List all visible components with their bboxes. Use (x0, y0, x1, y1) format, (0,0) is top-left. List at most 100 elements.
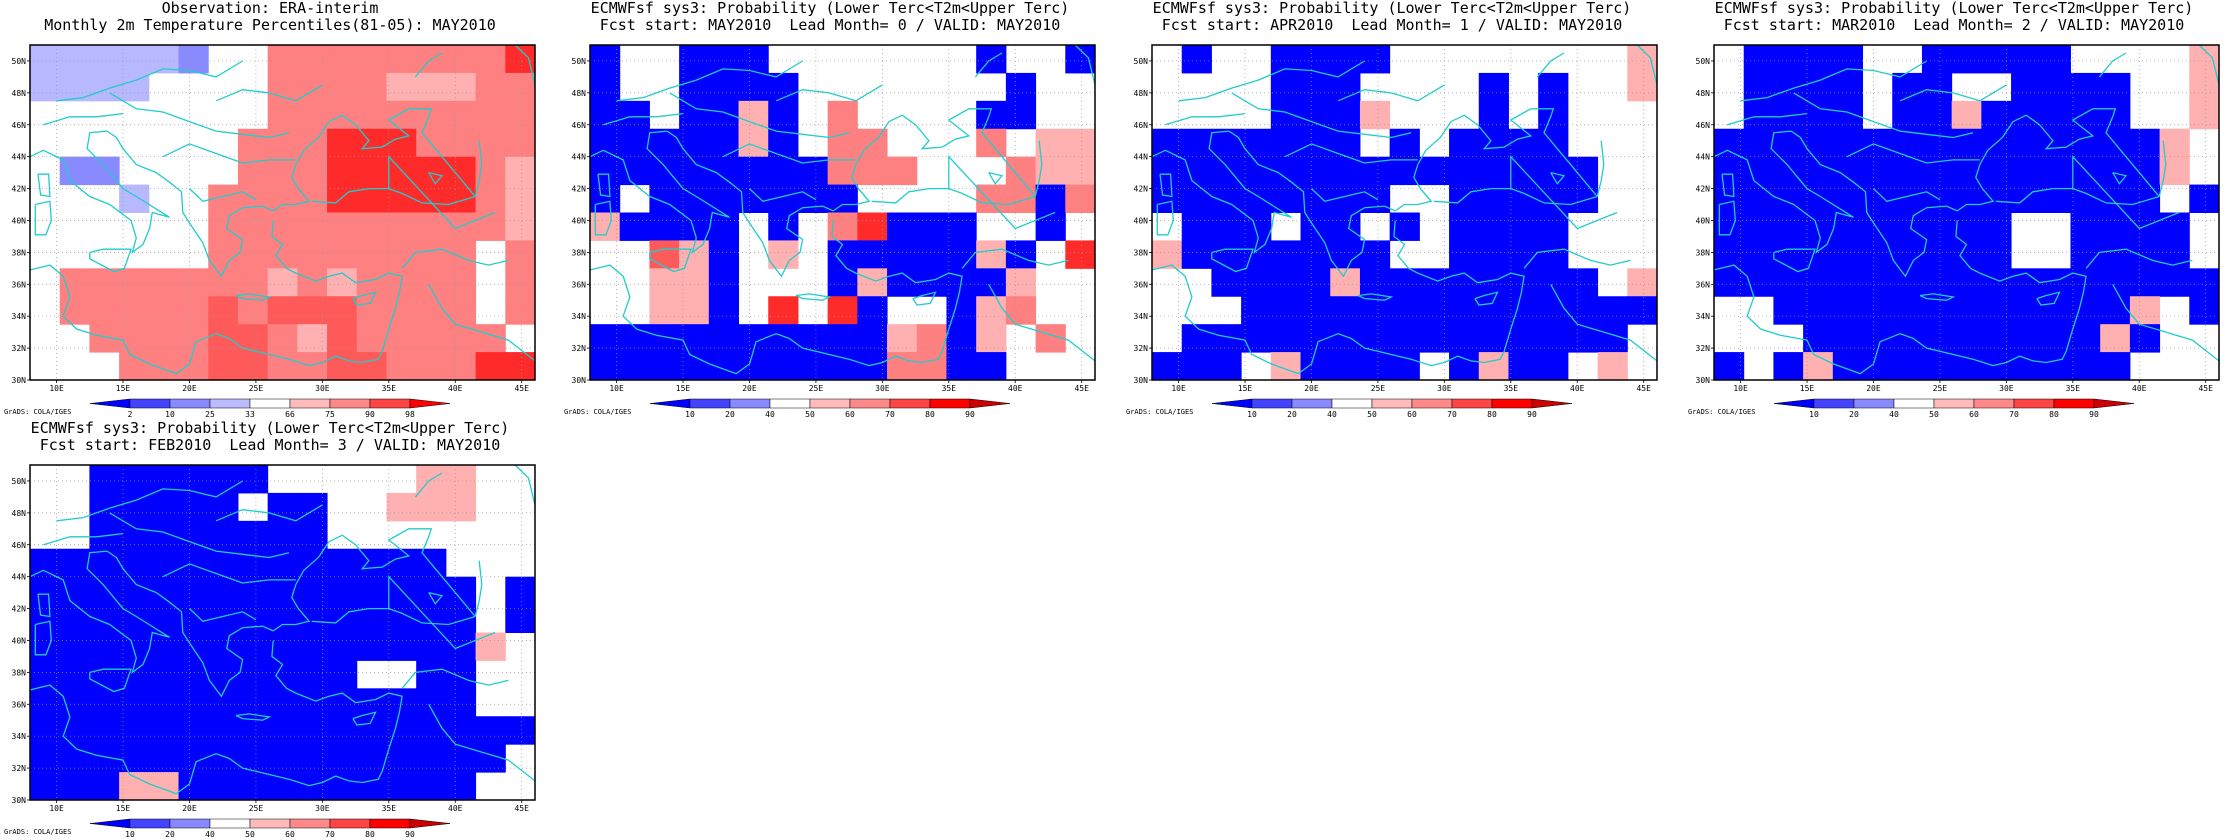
lon-tick-label: 15E (676, 384, 691, 393)
coastlines (30, 465, 535, 795)
lat-tick-label: 34N (1696, 312, 1711, 321)
grid-cell (1892, 156, 1923, 186)
grid-cell (327, 128, 358, 158)
grid-cell (1627, 268, 1658, 297)
grid-cell (1330, 72, 1361, 102)
grid-cell (416, 744, 447, 773)
lat-tick-label: 42N (1134, 185, 1149, 194)
grid-cell (1567, 268, 1599, 297)
coastline (1394, 108, 1598, 212)
grid-cell (1330, 45, 1361, 74)
coastline (832, 108, 1036, 212)
colorbar-swatch (169, 398, 211, 409)
grid-cell (59, 772, 90, 801)
lon-tick-label: 15E (116, 384, 131, 393)
grid-cell (416, 72, 447, 102)
grid-cell (1478, 128, 1509, 158)
grid-cell (356, 548, 387, 578)
grid-cell (1181, 45, 1212, 74)
grid-cell (148, 268, 180, 297)
grid-cell (237, 352, 269, 381)
grid-cell (297, 184, 328, 213)
lat-tick-label: 48N (572, 89, 587, 98)
grid-cell (2070, 324, 2101, 353)
coastline (1510, 155, 1618, 230)
colorbar-label: 2 (128, 410, 133, 419)
coastline (1721, 173, 1735, 198)
colorbar-label: 98 (405, 410, 415, 419)
coastline (189, 188, 257, 203)
panel-subtitle: Monthly 2m Temperature Percentiles(81-05… (44, 16, 496, 34)
grid-cell (1981, 100, 2012, 130)
lat-tick-label: 30N (572, 376, 587, 385)
coastline (514, 465, 535, 506)
grid-cell (119, 296, 150, 325)
colorbar-label: 90 (2089, 410, 2099, 419)
grid-cell (1921, 268, 1953, 297)
grid-cell (649, 240, 680, 269)
grid-cell (445, 156, 477, 186)
grid-cell (1803, 128, 1834, 158)
grid-cell (2070, 72, 2101, 102)
grid-cell (178, 716, 209, 745)
coastline (1178, 60, 1365, 102)
grid-cell (59, 296, 90, 325)
grid-cell (416, 268, 447, 297)
grid-cell (649, 352, 680, 381)
plot-frame (29, 44, 536, 381)
grid-cell (237, 212, 269, 241)
grads-credit: GrADS: COLA/IGES (1688, 408, 1756, 416)
colorbar-label: 60 (1969, 410, 1979, 419)
grid-cell (2011, 156, 2042, 186)
lon-tick-label: 20E (182, 384, 197, 393)
lat-tick-label: 34N (1134, 312, 1149, 321)
grid-cell (356, 100, 387, 130)
grid-cell (416, 100, 447, 130)
grid-cell (237, 128, 269, 158)
grid-cell (59, 716, 90, 745)
coastline (1211, 248, 1254, 273)
grid-cell (416, 576, 447, 606)
grid-cell (505, 716, 536, 745)
coastline (428, 591, 444, 605)
colorbar-swatch (649, 398, 691, 409)
grid-cell (1211, 212, 1242, 241)
lon-tick-label: 30E (1999, 384, 2014, 393)
grid-cell (30, 632, 61, 661)
grid-cell (1211, 240, 1242, 269)
grid-cell (768, 324, 799, 353)
coastline (1152, 130, 1292, 255)
grid-cell (356, 72, 387, 102)
grid-cell (148, 324, 180, 353)
grid-cell (1862, 268, 1893, 297)
grid-cell (1300, 100, 1331, 130)
grid-cell (267, 128, 298, 158)
grid-cell (505, 212, 536, 241)
colorbar-swatch (209, 398, 251, 409)
lon-tick-label: 30E (315, 384, 330, 393)
grid-cell (1065, 240, 1096, 269)
grid-cell (1743, 128, 1774, 158)
grid-cell (976, 352, 1007, 381)
coastline (189, 608, 257, 623)
grid-cell (1211, 156, 1242, 186)
grid-cell (1330, 240, 1361, 269)
grid-cell (178, 352, 209, 381)
grid-cell (708, 100, 740, 130)
grid-cell (708, 352, 740, 381)
grid-cell (2159, 268, 2190, 297)
coastline (474, 140, 483, 197)
grid-cell (297, 212, 328, 241)
grid-cell (1743, 212, 1774, 241)
grid-cell (297, 156, 328, 186)
grid-cell (1951, 296, 1982, 325)
grid-cell (1567, 184, 1599, 213)
grid-cell (1951, 184, 1982, 213)
colorbar-label: 25 (205, 410, 215, 419)
grid-cell (297, 632, 328, 661)
colorbar-swatch (249, 818, 291, 829)
grid-cell (178, 548, 209, 578)
coastline (534, 116, 535, 119)
grid-cell (505, 156, 536, 186)
grid-cell (1538, 324, 1569, 353)
